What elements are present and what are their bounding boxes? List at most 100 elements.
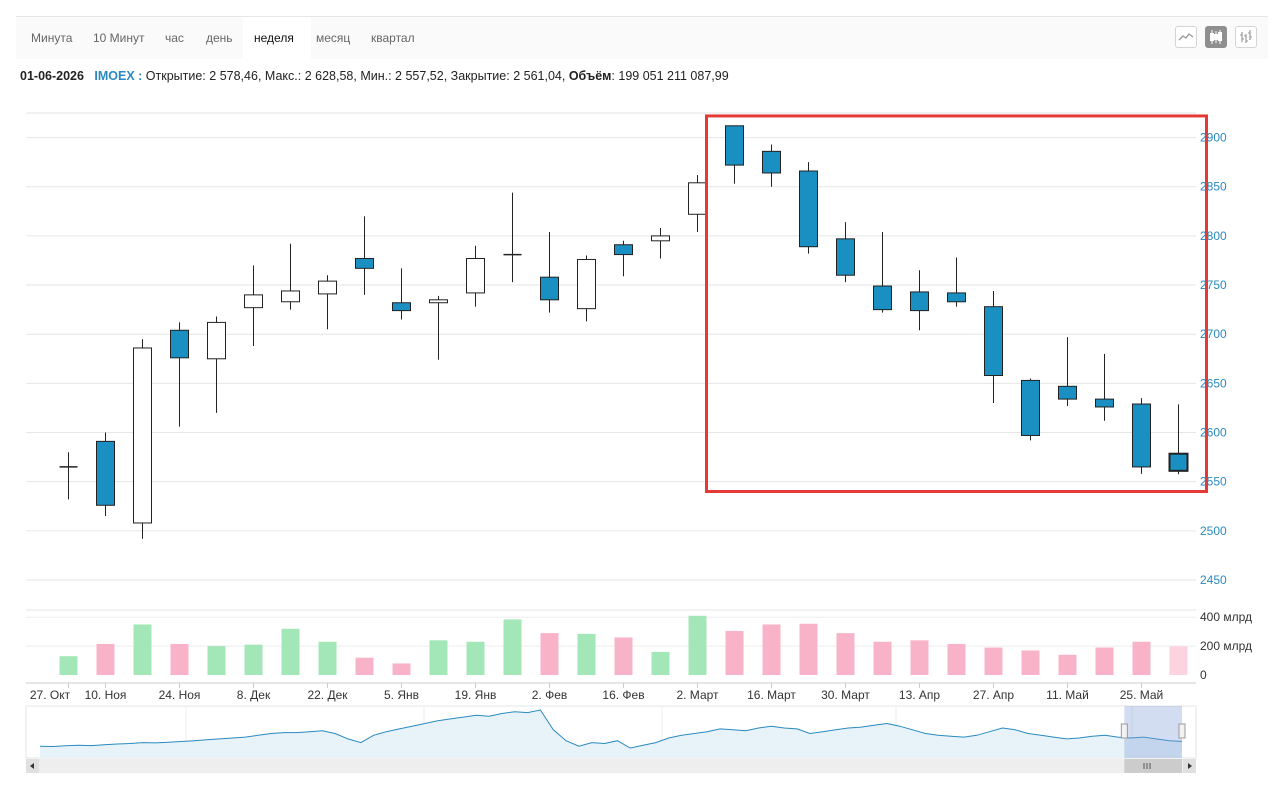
candle [392, 268, 411, 320]
scrollbar-track [26, 759, 1196, 773]
info-volume: 199 051 211 087,99 [618, 69, 729, 83]
candle-body [355, 258, 374, 269]
candle [355, 216, 374, 295]
active-period-highlight [243, 17, 311, 59]
candle-body [540, 276, 559, 301]
price-tick-label: 2750 [1200, 278, 1227, 292]
ohlc-info-line: 01-06-2026 IMOEX : Открытие: 2 578,46, М… [20, 69, 729, 83]
candle [799, 162, 818, 254]
ohlc-bars-icon[interactable] [1235, 26, 1257, 48]
volume-bar [59, 656, 78, 675]
info-open-label: Открытие: [145, 69, 206, 83]
navigator: 2018 2020 2022 2024 2026 [25, 705, 1197, 773]
volume-bar [1095, 647, 1114, 675]
info-ticker: IMOEX : [94, 69, 143, 83]
date-axis: 27. Окт 10. Ноя 24. Ноя 8. Дек 22. Дек 5. Янв… [26, 682, 1196, 702]
price-tick-label: 2550 [1200, 475, 1227, 489]
info-high: 2 628,58 [304, 69, 354, 83]
navigator-frame [25, 705, 1197, 759]
scroll-right-arrow-icon [1188, 763, 1192, 769]
candle [244, 265, 263, 347]
x-tick-label: 22. Дек [307, 688, 348, 702]
volume-bar [392, 663, 411, 675]
highlight-box-group [705, 114, 1208, 494]
navigator-area [40, 710, 1182, 758]
volume-bars [59, 615, 1188, 675]
volume-bar [540, 633, 559, 675]
volume-bar [1132, 641, 1151, 675]
volume-bar [725, 630, 744, 675]
candle [59, 452, 78, 500]
navigator-year-label: 2022 [666, 743, 693, 757]
candle [466, 245, 485, 307]
info-volume-label: Объём [568, 69, 612, 83]
period-week[interactable]: неделя [254, 31, 294, 45]
x-tick-label: 16. Фев [602, 688, 644, 702]
navigator-window [1124, 706, 1182, 758]
navigator-year-label: 2018 [190, 743, 217, 757]
x-tick-label: 13. Апр [899, 688, 941, 702]
volume-bar [1058, 654, 1077, 675]
info-close-label: Закрытие: [450, 69, 510, 83]
candle-body [873, 285, 892, 311]
x-tick-label: 10. Ноя [85, 688, 127, 702]
x-tick-label: 5. Янв [384, 688, 419, 702]
candle [1058, 337, 1077, 406]
period-minute[interactable]: Минута [31, 31, 73, 45]
highlight-box [705, 114, 1208, 494]
candle-body [984, 306, 1003, 377]
candle [725, 125, 744, 184]
candle [836, 222, 855, 283]
period-10-minutes[interactable]: 10 Минут [93, 31, 145, 45]
volume-bar [133, 624, 152, 675]
candle-body [725, 125, 744, 166]
navigator-handle [1178, 723, 1186, 739]
candles [59, 125, 1189, 539]
candle [688, 174, 707, 232]
candle-body [281, 290, 300, 303]
candlestick-icon[interactable] [1205, 26, 1227, 48]
price-tick-label: 2700 [1200, 327, 1227, 341]
volume-bar [947, 643, 966, 675]
candle [133, 339, 152, 539]
volume-bar [984, 647, 1003, 675]
period-toolbar: Минута 10 Минут час день неделя месяц кв… [16, 16, 1268, 59]
candle [1095, 353, 1114, 421]
period-day[interactable]: день [206, 31, 233, 45]
volume-bar [614, 637, 633, 675]
candle-body [392, 302, 411, 312]
scroll-left-arrow-icon [30, 763, 34, 769]
price-tick-label: 2900 [1200, 131, 1227, 145]
candle-body [1168, 452, 1189, 472]
candle [947, 257, 966, 307]
scrollbar-thumb [1124, 759, 1182, 773]
candle-body [96, 440, 115, 506]
x-tick-label: 2. Март [676, 688, 719, 702]
candle-body [244, 294, 263, 309]
x-tick-label: 8. Дек [237, 688, 271, 702]
volume-bar [651, 651, 670, 675]
candle-body [910, 291, 929, 312]
candle [910, 270, 929, 331]
candle [503, 192, 522, 283]
candle-body [799, 170, 818, 248]
volume-bar [873, 641, 892, 675]
volume-bar [244, 644, 263, 675]
volume-bar [281, 628, 300, 675]
candle [318, 275, 337, 330]
scrollbar-right-button [1183, 759, 1196, 773]
line-chart-icon[interactable] [1175, 26, 1197, 48]
period-quarter[interactable]: квартал [371, 31, 415, 45]
period-month[interactable]: месяц [316, 31, 351, 45]
volume-bar [1021, 650, 1040, 675]
x-tick-label: 27. Апр [973, 688, 1015, 702]
candle-body [836, 238, 855, 276]
info-close: 2 561,04 [513, 69, 562, 83]
volume-bar [577, 633, 596, 675]
period-hour[interactable]: час [165, 31, 184, 45]
volume-tick-label: 0 [1200, 668, 1207, 682]
price-tick-label: 2600 [1200, 426, 1227, 440]
candle [207, 316, 226, 413]
